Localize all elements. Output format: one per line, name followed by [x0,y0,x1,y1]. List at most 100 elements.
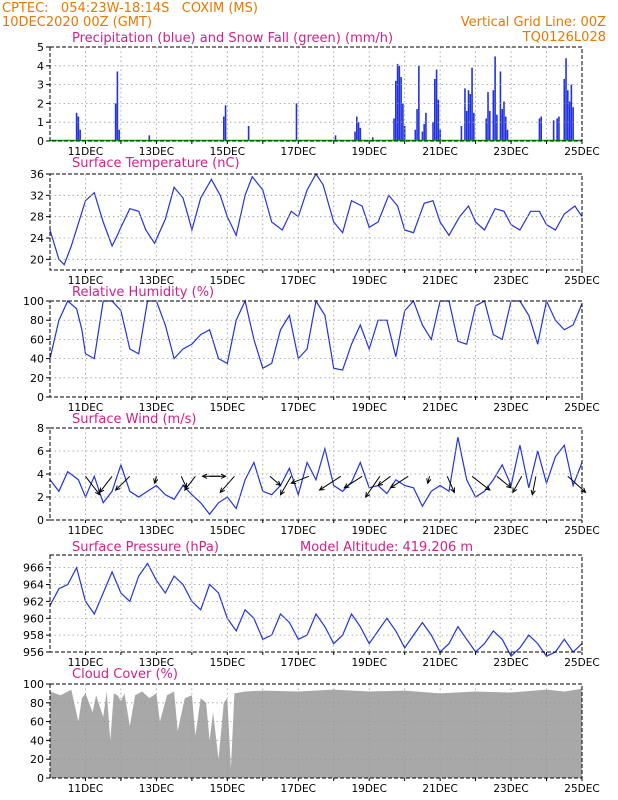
cloud-xtick-label: 21DEC [422,783,457,795]
wind-title: Surface Wind (m/s) [72,412,196,427]
wind-series-line [49,437,583,516]
precip-ytick-label: 0 [37,135,44,148]
precip-xtick-label: 21DEC [422,146,457,158]
cloud-frame [49,683,583,779]
precip-bar [556,118,558,141]
precip-bar [503,101,505,141]
rh-panel: Relative Humidity (%) 0 20 40 60 80 100 11DEC 13… [23,285,600,414]
precip-bar [421,131,424,141]
precip-xtick-label: 13DEC [139,146,174,158]
rh-ytick-label: 60 [30,333,44,346]
temp-data [49,172,583,266]
wind-arrow [343,475,363,489]
header-run-id: TQ0126L028 [522,30,606,45]
wind-xtick-label: 25DEC [564,525,599,537]
rh-xtick-label: 13DEC [139,402,174,414]
precip-bar [487,92,489,141]
precip-bar [423,124,425,141]
precip-bar [247,125,250,141]
rh-ytick-label: 100 [23,295,44,308]
cloud-title: Cloud Cover (%) [72,667,178,682]
temp-ytick-label: 24 [30,232,44,245]
wind-arrow [98,475,113,494]
wind-arrow [567,475,587,494]
precip-bar [118,129,120,141]
precip-bar [572,107,574,141]
wind-xtick-label: 15DEC [210,525,245,537]
temp-xtick-label: 11DEC [68,275,103,287]
rh-xtick-label: 21DEC [422,402,457,414]
wind-arrow [279,476,292,496]
precip-xtick-label: 11DEC [68,146,103,158]
precip-bar [467,90,470,141]
pres-subtitle: Model Altitude: 419.206 m [300,540,473,555]
precip-bar [570,84,573,141]
precip-bar [488,110,491,141]
precip-panel: Precipitation (blue) and Snow Fall (gree… [37,31,600,158]
precip-bar [496,114,498,141]
precip-bar [492,90,495,141]
cloud-xtick-label: 11DEC [68,783,103,795]
rh-xtick-label: 11DEC [68,402,103,414]
rh-xtick-label: 15DEC [210,402,245,414]
wind-arrow [377,475,391,487]
wind-arrow [269,475,282,487]
cloud-grid [50,684,582,778]
precip-bar [499,71,502,141]
rh-ytick-label: 20 [30,372,44,385]
precip-bar [371,137,374,141]
precip-bar [222,116,225,141]
cloud-data [50,688,582,778]
precip-bar [393,118,395,141]
precip-ytick-label: 1 [37,116,44,129]
cloud-xtick-label: 25DEC [564,783,599,795]
precip-bar [434,78,436,141]
precip-xtick-label: 15DEC [210,146,245,158]
precip-bar [501,109,503,141]
wind-arrow [318,475,342,491]
temp-xtick-label: 25DEC [564,275,599,287]
pres-xtick-label: 15DEC [210,657,245,669]
temp-title: Surface Temperature (nC) [72,156,240,171]
cloud-ytick-label: 20 [30,753,44,766]
precip-frame [49,46,583,142]
pres-xtick-label: 23DEC [493,657,528,669]
precip-bar [396,63,399,141]
cloud-ytick-label: 0 [37,772,44,785]
temp-xtick-label: 21DEC [422,275,457,287]
temp-xtick-label: 15DEC [210,275,245,287]
precip-bar [494,56,496,141]
precip-bar [224,105,227,141]
header-location: CPTEC: 054:23W-18:14S COXIM (MS) [2,1,258,16]
temp-ytick-label: 36 [30,168,44,181]
precip-bar [439,129,441,141]
cloud-xtick-label: 13DEC [139,783,174,795]
precip-bar [568,101,571,141]
temp-xtick-label: 23DEC [493,275,528,287]
wind-ytick-label: 6 [37,445,44,458]
wind-arrow [219,475,235,494]
precip-data [50,56,582,142]
precip-bar [357,122,360,141]
rh-ytick-label: 40 [30,353,44,366]
precip-bar [552,120,555,141]
pres-xtick-label: 25DEC [564,657,599,669]
cloud-xtick-label: 23DEC [493,783,528,795]
pres-grid [50,555,582,652]
cloud-xtick-label: 17DEC [281,783,316,795]
rh-grid [50,301,582,397]
precip-bar [398,65,401,141]
precip-bar [473,112,475,141]
wind-arrow [496,475,512,489]
wind-arrow [114,475,131,491]
wind-xtick-label: 13DEC [139,525,174,537]
rh-xtick-label: 19DEC [351,402,386,414]
wind-arrow [446,476,455,494]
precip-bar [79,129,81,141]
temp-series-line [49,172,583,266]
wind-arrow [389,475,409,489]
rh-xtick-label: 17DEC [281,402,316,414]
pres-data [49,562,583,658]
precip-title: Precipitation (blue) and Snow Fall (gree… [72,31,393,46]
wind-grid [50,428,582,520]
